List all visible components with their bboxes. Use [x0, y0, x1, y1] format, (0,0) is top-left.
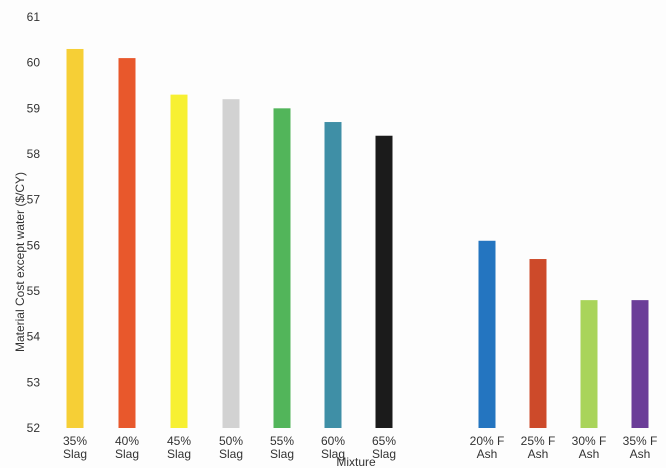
x-tick-label: 30% F Ash [572, 434, 607, 461]
x-tick-label-line: 30% F [572, 434, 607, 448]
x-tick-label: 25% F Ash [521, 434, 556, 461]
bar [324, 122, 342, 429]
x-tick-label-line: 60% [321, 434, 345, 448]
bar [478, 240, 496, 428]
x-tick-label-line: Ash [528, 447, 549, 461]
x-tick-label: 40% Slag [115, 434, 139, 461]
x-tick-label-line: 25% F [521, 434, 556, 448]
x-tick-label: 60% Slag [321, 434, 345, 461]
y-tick-label: 59 [27, 101, 41, 115]
bar [631, 300, 649, 428]
bar [118, 58, 136, 428]
x-tick-label-line: Slag [115, 447, 139, 461]
bar [66, 48, 84, 428]
x-tick-label: 20% F Ash [470, 434, 505, 461]
x-tick-label-line: Slag [219, 447, 243, 461]
y-axis: 52 53 54 55 56 57 58 59 60 61 [27, 10, 41, 435]
bar [580, 300, 598, 428]
x-tick-label: 35% F Ash [623, 434, 658, 461]
x-tick-label-line: Ash [477, 447, 498, 461]
x-tick-label-line: 35% [63, 434, 87, 448]
x-tick-label-line: Slag [372, 447, 396, 461]
y-tick-label: 52 [27, 421, 41, 435]
bar [222, 99, 240, 428]
x-tick-label-line: 35% F [623, 434, 658, 448]
y-tick-label: 55 [27, 284, 41, 298]
y-tick-label: 56 [27, 238, 41, 252]
bars [66, 48, 649, 429]
x-tick-label-line: 45% [167, 434, 191, 448]
y-tick-label: 60 [27, 56, 41, 70]
x-tick-label-line: 65% [372, 434, 396, 448]
x-tick-label-line: Slag [270, 447, 294, 461]
x-tick-label: 65% Slag [372, 434, 396, 461]
y-tick-label: 53 [27, 375, 41, 389]
x-tick-label-line: 50% [219, 434, 243, 448]
x-tick-label: 35% Slag [63, 434, 87, 461]
y-axis-title: Material Cost except water ($/CY) [13, 172, 27, 352]
bar [529, 259, 547, 428]
bar [273, 108, 291, 428]
x-tick-label-line: 55% [270, 434, 294, 448]
x-axis-title: Mixture [336, 455, 376, 468]
x-tick-label-line: 20% F [470, 434, 505, 448]
x-tick-label: 55% Slag [270, 434, 294, 461]
bar [375, 135, 393, 428]
y-tick-label: 61 [27, 10, 41, 24]
y-tick-label: 58 [27, 147, 41, 161]
x-tick-label: 50% Slag [219, 434, 243, 461]
x-tick-label-line: Ash [630, 447, 651, 461]
y-tick-label: 57 [27, 193, 41, 207]
bar [170, 94, 188, 428]
y-tick-label: 54 [27, 330, 41, 344]
x-tick-label-line: Ash [579, 447, 600, 461]
x-tick-label-line: Slag [321, 447, 345, 461]
x-tick-label-line: Slag [63, 447, 87, 461]
x-tick-label: 45% Slag [167, 434, 191, 461]
x-tick-label-line: Slag [167, 447, 191, 461]
x-tick-label-line: 40% [115, 434, 139, 448]
